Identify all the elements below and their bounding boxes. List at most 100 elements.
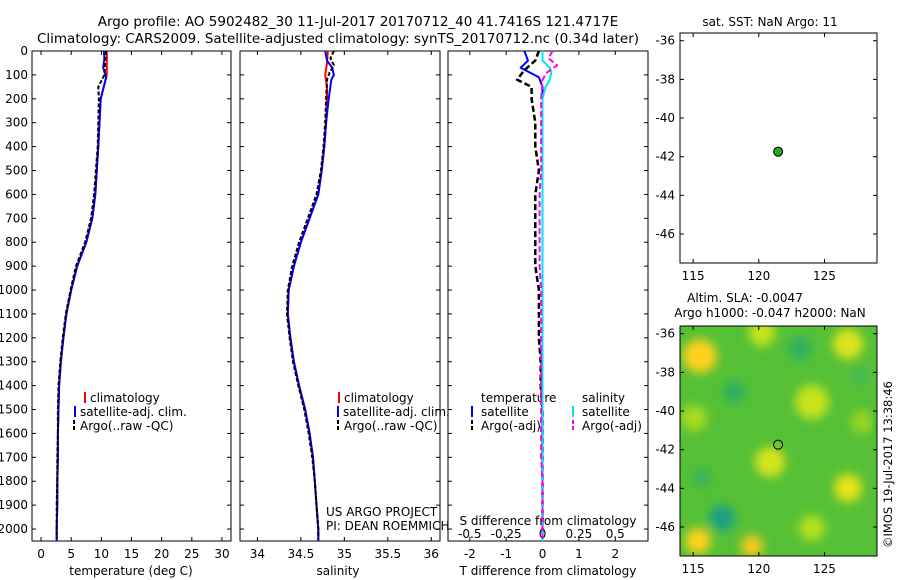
s-diff-tick-label: 0.25 — [566, 527, 593, 541]
legend-label-temp-argo: Argo(-adj) — [481, 419, 541, 433]
depth-tick-label: 1900 — [0, 498, 28, 512]
sst-map-frame — [679, 32, 878, 264]
map-y-tick-label: -44 — [655, 188, 675, 202]
x-tick-label: 25 — [184, 547, 199, 561]
depth-tick-label: 0 — [20, 44, 28, 58]
depth-tick-label: 1300 — [0, 355, 28, 369]
map-x-tick-label: 125 — [813, 269, 836, 283]
map-y-tick-label: -38 — [655, 72, 675, 86]
x-tick-label: 30 — [214, 547, 229, 561]
series-difference-salinity-argo-adj — [538, 50, 559, 539]
argo-float-marker — [773, 439, 784, 450]
series-salinity-argo-raw-qc — [286, 50, 335, 539]
sla-map-title: Altim. SLA: -0.0047 — [687, 291, 803, 305]
s-diff-tick-label: -0.25 — [491, 527, 522, 541]
map-x-tick-label: 125 — [813, 562, 836, 576]
project-annotation-line2: PI: DEAN ROEMMICH — [326, 519, 449, 533]
x-tick-label: 20 — [154, 547, 169, 561]
map-y-tick-label: -36 — [655, 34, 675, 48]
sst-map-title: sat. SST: NaN Argo: 11 — [702, 15, 837, 29]
x-tick-label: 35.5 — [374, 547, 401, 561]
x-tick-label: 1 — [575, 547, 583, 561]
map-y-tick-label: -40 — [655, 404, 675, 418]
map-x-tick-label: 120 — [747, 562, 770, 576]
salinity-legend: climatology satellite-adj. clim. Argo(..… — [326, 391, 450, 533]
x-tick-label: 0 — [37, 547, 45, 561]
difference-legend: temperature satellite Argo(-adj) salinit… — [460, 391, 642, 528]
legend-label-satellite: satellite-adj. clim. — [80, 405, 187, 419]
t-difference-axis-label: T difference from climatology — [459, 564, 637, 578]
depth-tick-label: 400 — [5, 140, 28, 154]
depth-tick-label: 300 — [5, 116, 28, 130]
depth-tick-label: 2000 — [0, 522, 28, 536]
map-x-tick-label: 115 — [682, 269, 705, 283]
temperature-axis-label: temperature (deg C) — [69, 564, 192, 578]
legend-label-sal-argo: Argo(-adj) — [582, 419, 642, 433]
imos-timestamp: ©IMOS 19-Jul-2017 13:38:46 — [881, 381, 895, 548]
series-difference-salinity-satellite — [541, 51, 553, 541]
legend-label-climatology: climatology — [344, 391, 414, 405]
figure-title-line1: Argo profile: AO 5902482_30 11-Jul-2017 … — [98, 14, 619, 30]
depth-tick-label: 1800 — [0, 474, 28, 488]
depth-tick-label: 700 — [5, 211, 28, 225]
depth-tick-label: 200 — [5, 92, 28, 106]
legend-label-argo: Argo(..raw -QC) — [344, 419, 437, 433]
legend-label-sal-satellite: satellite — [582, 405, 630, 419]
depth-tick-label: 1400 — [0, 379, 28, 393]
series-temperature-argo-raw-qc — [55, 50, 108, 539]
depth-tick-label: 100 — [5, 68, 28, 82]
sla-map-frame — [679, 325, 878, 557]
sla-heatmap — [680, 326, 877, 556]
figure-title-line2: Climatology: CARS2009. Satellite-adjuste… — [37, 31, 639, 47]
x-tick-label: 36 — [424, 547, 439, 561]
temperature-legend: climatology satellite-adj. clim. Argo(..… — [73, 391, 187, 433]
sla-map-subtitle: Argo h1000: -0.047 h2000: NaN — [674, 306, 866, 320]
x-tick-label: 10 — [94, 547, 109, 561]
depth-tick-label: 500 — [5, 164, 28, 178]
x-tick-label: 2 — [611, 547, 619, 561]
map-y-tick-label: -36 — [655, 327, 675, 341]
legend-label-argo: Argo(..raw -QC) — [80, 419, 173, 433]
depth-tick-label: 1000 — [0, 283, 28, 297]
depth-tick-label: 1200 — [0, 331, 28, 345]
map-y-tick-label: -42 — [655, 443, 675, 457]
x-tick-label: -2 — [464, 547, 476, 561]
s-diff-tick-label: -0.5 — [458, 527, 481, 541]
map-y-tick-label: -42 — [655, 150, 675, 164]
map-y-tick-label: -46 — [655, 520, 675, 534]
difference-panel-frame — [447, 50, 649, 542]
x-tick-label: 0 — [539, 547, 547, 561]
x-tick-label: 35 — [337, 547, 352, 561]
legend-title-salinity: salinity — [582, 391, 625, 405]
depth-tick-label: 1100 — [0, 307, 28, 321]
argo-float-marker — [773, 146, 784, 157]
depth-tick-label: 900 — [5, 259, 28, 273]
x-tick-label: 5 — [67, 547, 75, 561]
x-tick-label: 34 — [250, 547, 265, 561]
legend-label-climatology: climatology — [90, 391, 160, 405]
map-y-tick-label: -38 — [655, 365, 675, 379]
depth-tick-label: 1700 — [0, 450, 28, 464]
salinity-axis-label: salinity — [316, 564, 359, 578]
legend-label-temp-satellite: satellite — [481, 405, 529, 419]
map-y-tick-label: -44 — [655, 481, 675, 495]
temperature-panel-frame — [31, 50, 232, 542]
project-annotation-line1: US ARGO PROJECT — [326, 505, 438, 519]
series-difference-temperature-argo-adj — [515, 50, 544, 539]
legend-title-temperature: temperature — [481, 391, 556, 405]
legend-label-satellite: satellite-adj. clim. — [343, 405, 450, 419]
s-diff-tick-label: 0.5 — [606, 527, 625, 541]
map-x-tick-label: 120 — [747, 269, 770, 283]
series-salinity-satellite-adj-clim — [286, 50, 335, 541]
s-difference-axis-label: S difference from climatology — [460, 514, 637, 528]
map-y-tick-label: -46 — [655, 227, 675, 241]
salinity-panel-frame — [239, 50, 441, 542]
depth-tick-label: 600 — [5, 187, 28, 201]
depth-tick-label: 1500 — [0, 403, 28, 417]
map-x-tick-label: 115 — [682, 562, 705, 576]
depth-tick-label: 1600 — [0, 426, 28, 440]
x-tick-label: -1 — [500, 547, 512, 561]
x-tick-label: 15 — [124, 547, 139, 561]
depth-tick-label: 800 — [5, 235, 28, 249]
